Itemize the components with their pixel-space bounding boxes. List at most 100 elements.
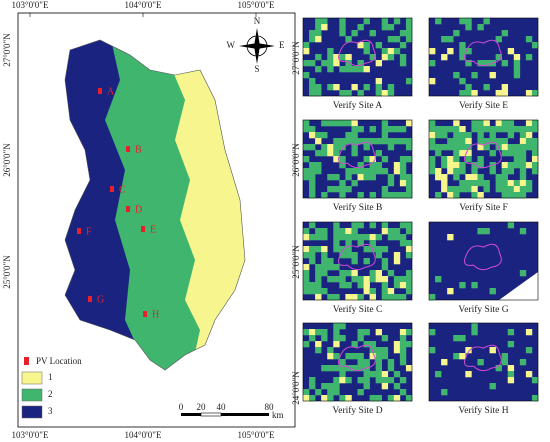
- verify-panel: [302, 322, 413, 402]
- pixel: [483, 228, 490, 235]
- pixel: [429, 162, 436, 169]
- pixel: [441, 186, 448, 193]
- pixel: [303, 126, 310, 133]
- pixel: [399, 347, 407, 354]
- pixel: [477, 228, 484, 235]
- pixel: [345, 294, 352, 301]
- pixel: [375, 150, 383, 157]
- pixel: [477, 24, 484, 31]
- pixel: [405, 288, 413, 295]
- pixel: [381, 335, 389, 342]
- pixel: [531, 138, 539, 145]
- pixel: [303, 264, 310, 271]
- pixel: [483, 120, 490, 127]
- pixel: [441, 54, 448, 61]
- legend-label: 2: [48, 389, 53, 399]
- pixel: [333, 264, 340, 271]
- pixel: [501, 84, 509, 91]
- pixel: [339, 66, 346, 73]
- pixel: [303, 156, 310, 163]
- pixel: [309, 383, 316, 390]
- pixel: [339, 252, 346, 259]
- pixel: [339, 335, 346, 342]
- pixel: [477, 162, 484, 169]
- pixel: [453, 132, 460, 139]
- pixel: [519, 228, 527, 235]
- pixel: [309, 132, 316, 139]
- pv-marker: [110, 186, 114, 192]
- pixel: [381, 294, 389, 301]
- pixel: [303, 228, 310, 235]
- legend-swatch: [21, 405, 43, 419]
- pixel: [333, 294, 340, 301]
- pixel: [459, 180, 466, 187]
- pixel: [429, 132, 436, 139]
- pixel: [495, 365, 502, 372]
- pixel: [333, 138, 340, 145]
- pixel: [399, 234, 407, 241]
- pixel: [309, 60, 316, 67]
- pixel: [519, 359, 527, 366]
- pv-outline: [338, 344, 376, 372]
- pixel: [339, 192, 346, 199]
- pixel: [387, 228, 395, 235]
- pixel: [519, 192, 527, 199]
- pixel: [519, 180, 527, 187]
- site-label: B: [135, 144, 142, 155]
- pixel: [447, 168, 454, 175]
- pixel: [453, 30, 460, 37]
- pixel: [327, 84, 334, 91]
- pixel: [357, 282, 364, 289]
- pixel: [435, 18, 442, 25]
- pixel: [339, 246, 346, 253]
- pixel: [363, 282, 370, 289]
- pixel: [369, 395, 376, 402]
- pixel: [507, 144, 515, 151]
- pixel: [465, 174, 472, 181]
- pixel: [357, 24, 364, 31]
- pixel: [339, 282, 346, 289]
- pixel: [465, 371, 472, 378]
- pixel: [465, 156, 472, 163]
- pixel: [315, 168, 322, 175]
- pixel: [351, 84, 358, 91]
- pixel: [327, 383, 334, 390]
- pixel: [471, 186, 478, 193]
- pixel: [399, 240, 407, 247]
- pixel: [393, 252, 401, 259]
- pixel: [309, 174, 316, 181]
- pixel: [339, 186, 346, 193]
- pixel: [363, 18, 370, 25]
- pixel: [369, 156, 376, 163]
- pixel: [381, 228, 389, 235]
- pixel: [357, 90, 364, 97]
- pixel: [465, 347, 472, 354]
- pixel: [429, 126, 436, 133]
- pixel: [507, 126, 515, 133]
- pixel: [309, 222, 316, 229]
- pixel: [387, 144, 395, 151]
- pixel: [393, 371, 401, 378]
- pixel: [447, 162, 454, 169]
- pixel: [399, 222, 407, 229]
- pixel: [315, 84, 322, 91]
- pixel: [333, 222, 340, 229]
- pixel: [357, 126, 364, 133]
- pixel: [495, 186, 502, 193]
- pixel: [465, 132, 472, 139]
- pixel: [477, 132, 484, 139]
- pixel: [393, 162, 401, 169]
- pixel: [345, 60, 352, 67]
- pixel: [441, 180, 448, 187]
- pixel: [327, 264, 334, 271]
- pixel: [339, 323, 346, 330]
- pixel: [339, 90, 346, 97]
- panel-title: Verify Site H: [458, 405, 508, 416]
- pixel: [477, 156, 484, 163]
- pixel: [459, 353, 466, 360]
- pixel: [381, 264, 389, 271]
- pixel: [351, 180, 358, 187]
- panel-frame: [428, 119, 539, 199]
- pixel: [519, 156, 527, 163]
- pixel: [399, 60, 407, 67]
